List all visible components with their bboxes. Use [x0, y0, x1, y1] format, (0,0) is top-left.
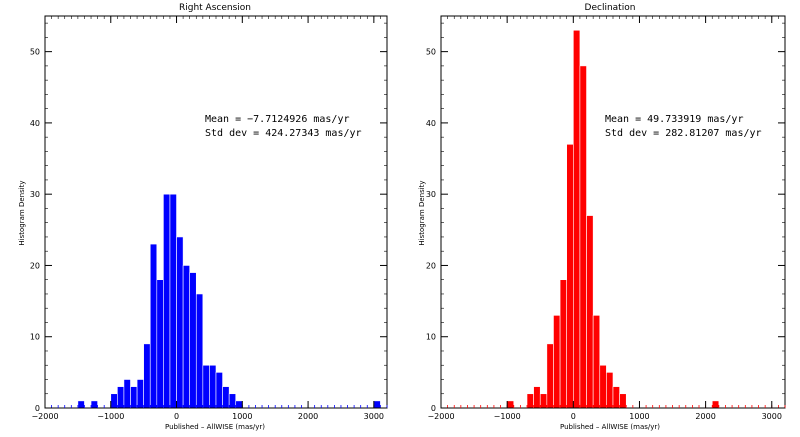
y-tick-label: 50 [426, 48, 436, 57]
y-tick-label: 40 [426, 119, 436, 128]
histogram-bar [566, 143, 574, 409]
histogram-bar [110, 393, 118, 409]
histogram-bar [143, 343, 151, 409]
histogram-bar [553, 315, 561, 409]
x-tick-label: 0 [571, 412, 576, 421]
x-minor-ticks [44, 16, 388, 408]
y-tick-label: 20 [30, 261, 40, 270]
y-tick-label: 10 [30, 333, 40, 342]
histogram-bar [222, 386, 230, 409]
histogram-bar [586, 215, 594, 409]
y-tick-label: 0 [431, 404, 436, 413]
y-tick-label: 40 [30, 119, 40, 128]
x-tick-label: 1000 [232, 412, 252, 421]
histogram-bar [711, 400, 720, 409]
std-dev-annotation: Std dev = 282.81207 mas/yr [605, 128, 762, 139]
mean-annotation: Mean = 49.733919 mas/yr [605, 114, 743, 125]
histogram-bar [612, 386, 620, 409]
histogram-bar [176, 236, 184, 409]
plot-frame [440, 15, 786, 409]
x-tick-label: 3000 [762, 412, 782, 421]
std-dev-annotation: Std dev = 424.27343 mas/yr [205, 128, 362, 139]
histogram-bar [215, 372, 223, 409]
x-tick-label: −2000 [427, 412, 454, 421]
histogram-bar [506, 400, 515, 409]
histogram-bar [539, 393, 548, 409]
y-tick-label: 30 [426, 190, 436, 199]
histogram-bar [123, 379, 131, 409]
y-axis-label: Histogram Density [18, 180, 26, 245]
declination-panel: Declination Published – AllWISE (mas/yr)… [418, 3, 786, 431]
histogram-bar [77, 400, 85, 409]
y-tick-label: 20 [426, 261, 436, 270]
histogram-bar [546, 343, 554, 409]
histogram-bar [195, 293, 204, 409]
x-tick-label: −1000 [97, 412, 124, 421]
histogram-bar [130, 386, 138, 409]
histogram-bar [559, 279, 568, 409]
histogram-bar [209, 364, 217, 409]
histogram-bar [573, 29, 581, 409]
y-tick-label: 0 [35, 404, 40, 413]
histogram-bar [90, 400, 98, 409]
x-axis-label: Published – AllWISE (mas/yr) [560, 423, 660, 431]
chart-title: Declination [585, 3, 636, 13]
x-tick-label: 1000 [629, 412, 649, 421]
x-tick-label: 3000 [364, 412, 384, 421]
histogram-bar [163, 193, 171, 409]
plot-frame [44, 15, 388, 409]
y-axis-label: Histogram Density [418, 180, 426, 245]
y-tick-label: 10 [426, 333, 436, 342]
histogram-bar [228, 393, 237, 409]
chart-title: Right Ascension [179, 3, 251, 13]
histogram-bar [373, 400, 381, 409]
histogram-bar [202, 364, 210, 409]
histogram-bar [149, 243, 158, 409]
histogram-bar [156, 279, 164, 409]
histogram-bar [235, 400, 243, 409]
x-tick-label: 0 [174, 412, 179, 421]
histogram-bar [182, 265, 190, 409]
y-tick-label: 50 [30, 48, 40, 57]
histogram-bar [533, 386, 541, 409]
histogram-bar [136, 379, 144, 409]
histogram-bar [526, 393, 534, 409]
x-axis-label: Published – AllWISE (mas/yr) [165, 423, 265, 431]
x-tick-label: 2000 [695, 412, 715, 421]
mean-annotation: Mean = −7.7124926 mas/yr [205, 114, 350, 125]
histogram-bar [579, 65, 587, 409]
x-minor-ticks [440, 16, 786, 408]
x-tick-label: −1000 [494, 412, 521, 421]
x-tick-label: −2000 [31, 412, 58, 421]
histogram-bars [506, 29, 720, 409]
histogram-bars [77, 193, 381, 409]
histogram-bar [189, 272, 197, 409]
histogram-bar [169, 193, 177, 409]
histogram-bar [619, 393, 627, 409]
y-tick-label: 30 [30, 190, 40, 199]
right-ascension-panel: Right Ascension Published – AllWISE (mas… [18, 3, 388, 431]
histogram-bar [599, 364, 607, 409]
histogram-bar [606, 372, 614, 409]
histogram-bar [592, 315, 601, 409]
histogram-bar [117, 386, 125, 409]
x-tick-label: 2000 [298, 412, 318, 421]
